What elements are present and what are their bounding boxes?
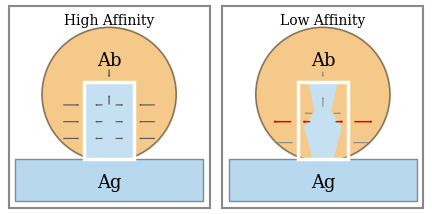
Bar [84,82,134,159]
Circle shape [42,27,176,162]
Text: Ag: Ag [311,174,335,193]
Circle shape [256,27,390,162]
Bar [15,159,203,201]
Text: Ab: Ab [311,52,335,70]
Text: Ag: Ag [97,174,121,193]
Bar [298,82,348,159]
Bar [229,159,417,201]
Text: High Affinity: High Affinity [64,14,154,28]
Text: Ab: Ab [97,52,121,70]
Text: Low Affinity: Low Affinity [280,14,365,28]
Polygon shape [304,82,342,159]
